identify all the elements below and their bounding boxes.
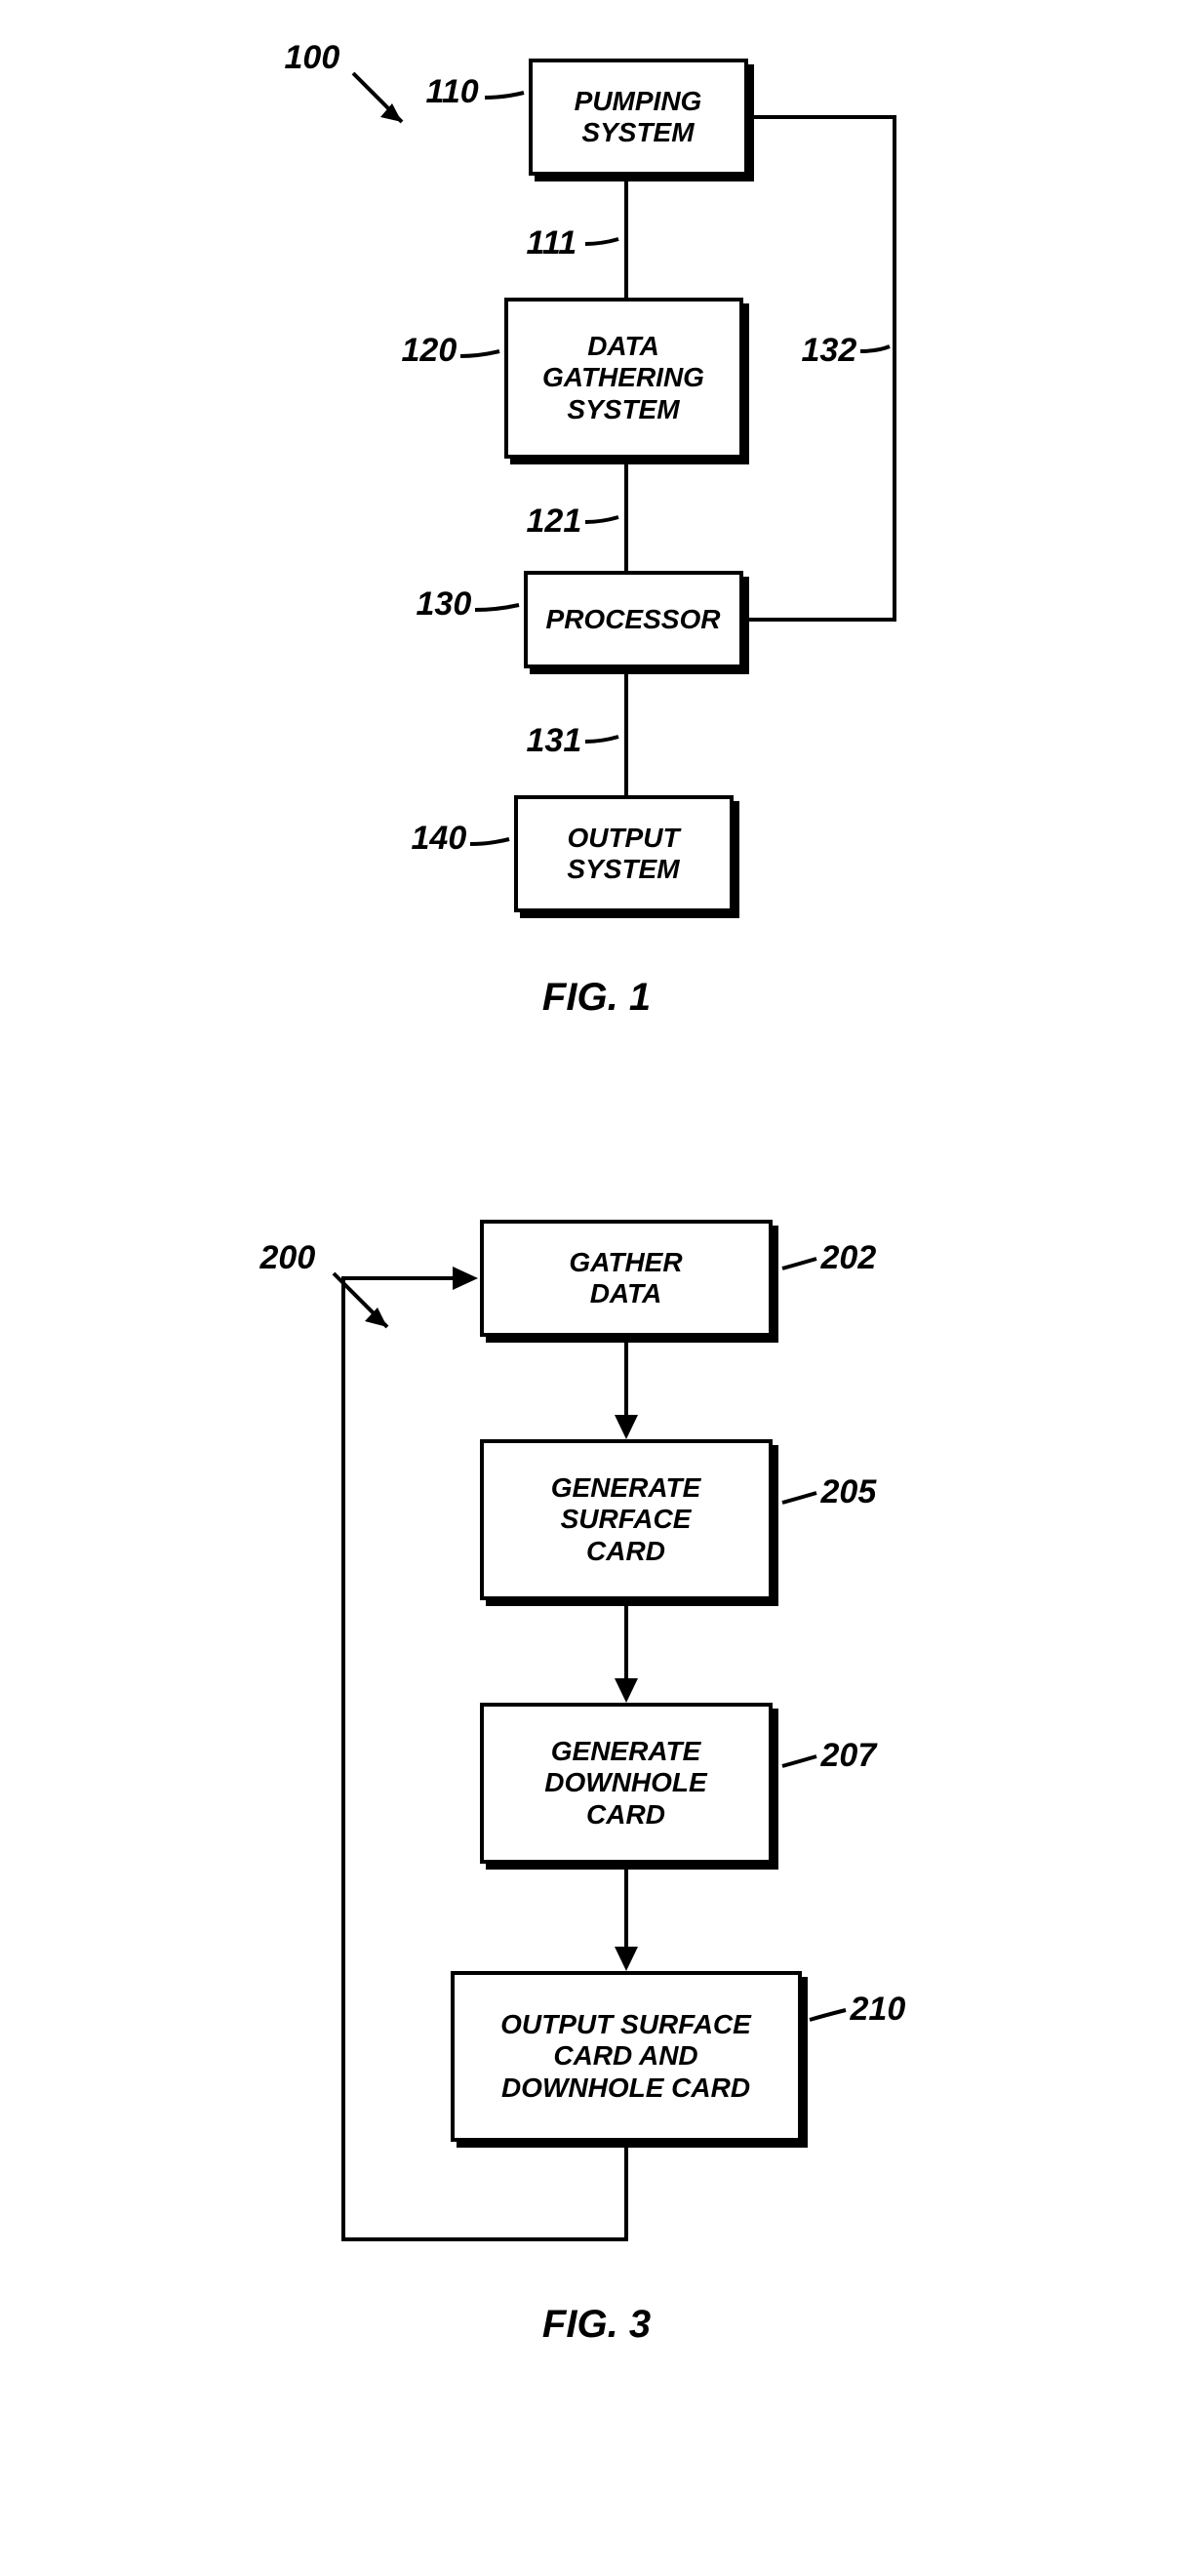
fig1-overall-ref: 100 xyxy=(285,39,340,77)
fig3-caption: FIG. 3 xyxy=(542,2303,651,2347)
generate-surface-text: GENERATESURFACECARD xyxy=(551,1472,701,1567)
fig1-caption: FIG. 1 xyxy=(542,976,651,1020)
data-gathering-text: DATAGATHERINGSYSTEM xyxy=(542,331,704,425)
pumping-system-text: PUMPINGSYSTEM xyxy=(575,86,702,148)
conn-131-ref: 131 xyxy=(527,722,582,760)
output-system-box: OUTPUTSYSTEM xyxy=(514,795,734,912)
conn-121-ref: 121 xyxy=(527,503,582,541)
output-cards-text: OUTPUT SURFACECARD ANDDOWNHOLE CARD xyxy=(500,2009,751,2104)
processor-text: PROCESSOR xyxy=(546,604,721,635)
output-cards-box: OUTPUT SURFACECARD ANDDOWNHOLE CARD xyxy=(451,1971,802,2142)
generate-downhole-text: GENERATEDOWNHOLECARD xyxy=(544,1736,706,1831)
generate-downhole-box: GENERATEDOWNHOLECARD xyxy=(480,1703,773,1864)
figure-1: 100 PUMPINGSYSTEM 110 DATAGATHERINGSYSTE… xyxy=(256,39,938,1112)
gather-ref: 202 xyxy=(821,1239,877,1277)
fig3-overall-ref: 200 xyxy=(260,1239,316,1277)
processor-ref: 130 xyxy=(417,585,472,624)
pumping-system-box: PUMPINGSYSTEM xyxy=(529,59,748,176)
data-gathering-box: DATAGATHERINGSYSTEM xyxy=(504,298,743,459)
output-ref: 140 xyxy=(412,820,467,858)
out-ref: 210 xyxy=(851,1991,906,2029)
conn-132-ref: 132 xyxy=(802,332,857,370)
gather-data-text: GATHERDATA xyxy=(569,1247,682,1309)
downhole-ref: 207 xyxy=(821,1737,877,1775)
generate-surface-box: GENERATESURFACECARD xyxy=(480,1439,773,1600)
gather-data-box: GATHERDATA xyxy=(480,1220,773,1337)
output-system-text: OUTPUTSYSTEM xyxy=(567,823,679,885)
pumping-ref: 110 xyxy=(426,73,479,111)
figure-3: 200 GATHERDATA 202 GENERATESURFACECARD 2… xyxy=(207,1190,987,2459)
surface-ref: 205 xyxy=(821,1473,877,1511)
conn-111-ref: 111 xyxy=(527,224,577,262)
gathering-ref: 120 xyxy=(402,332,457,370)
processor-box: PROCESSOR xyxy=(524,571,743,668)
